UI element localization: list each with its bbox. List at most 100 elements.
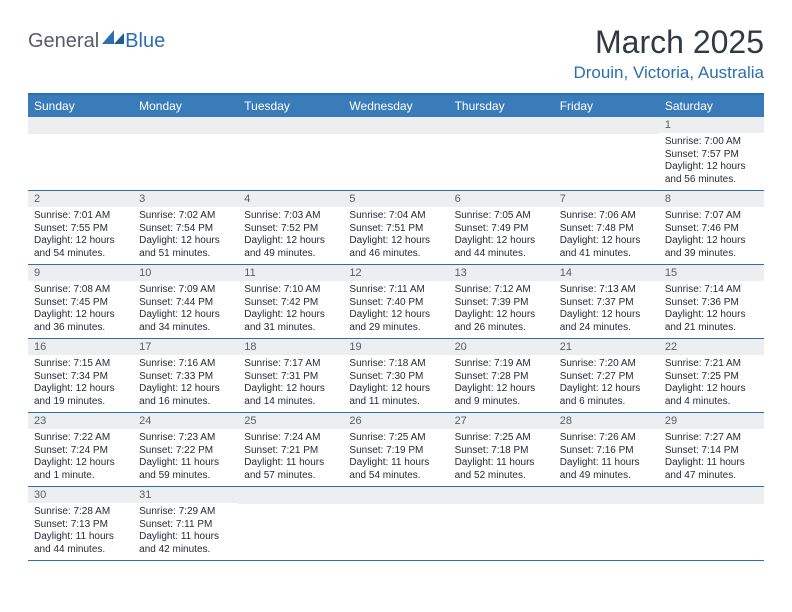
day-number: 18 (238, 339, 343, 355)
day-number: 2 (28, 191, 133, 207)
day-number (238, 117, 343, 134)
day-cell (343, 487, 448, 560)
sunrise-line: Sunrise: 7:14 AM (665, 284, 758, 297)
day-cell: 20Sunrise: 7:19 AMSunset: 7:28 PMDayligh… (449, 339, 554, 412)
day-number: 6 (449, 191, 554, 207)
sunset-line: Sunset: 7:51 PM (349, 223, 442, 236)
sunset-line: Sunset: 7:21 PM (244, 445, 337, 458)
day-number: 21 (554, 339, 659, 355)
week-row: 23Sunrise: 7:22 AMSunset: 7:24 PMDayligh… (28, 413, 764, 487)
day-number: 20 (449, 339, 554, 355)
sunrise-line: Sunrise: 7:15 AM (34, 358, 127, 371)
daylight-line: Daylight: 12 hours and 34 minutes. (139, 309, 232, 334)
day-cell (238, 117, 343, 190)
day-details: Sunrise: 7:04 AMSunset: 7:51 PMDaylight:… (343, 207, 448, 264)
day-details: Sunrise: 7:16 AMSunset: 7:33 PMDaylight:… (133, 355, 238, 412)
sunset-line: Sunset: 7:49 PM (455, 223, 548, 236)
day-details: Sunrise: 7:23 AMSunset: 7:22 PMDaylight:… (133, 429, 238, 486)
sunset-line: Sunset: 7:25 PM (665, 371, 758, 384)
daylight-line: Daylight: 12 hours and 1 minute. (34, 457, 127, 482)
day-number: 13 (449, 265, 554, 281)
day-header-cell: Friday (554, 95, 659, 117)
daylight-line: Daylight: 12 hours and 51 minutes. (139, 235, 232, 260)
daylight-line: Daylight: 12 hours and 24 minutes. (560, 309, 653, 334)
sunset-line: Sunset: 7:28 PM (455, 371, 548, 384)
sunrise-line: Sunrise: 7:03 AM (244, 210, 337, 223)
sunrise-line: Sunrise: 7:19 AM (455, 358, 548, 371)
day-details: Sunrise: 7:08 AMSunset: 7:45 PMDaylight:… (28, 281, 133, 338)
day-details: Sunrise: 7:00 AMSunset: 7:57 PMDaylight:… (659, 133, 764, 190)
daylight-line: Daylight: 11 hours and 42 minutes. (139, 531, 232, 556)
day-header-cell: Saturday (659, 95, 764, 117)
day-number (343, 487, 448, 504)
day-number (659, 487, 764, 504)
day-cell: 12 Sunrise: 7:11 AMSunset: 7:40 PMDayligh… (343, 265, 448, 338)
day-details: Sunrise: 7:10 AMSunset: 7:42 PMDaylight:… (238, 281, 343, 338)
sunrise-line: Sunrise: 7:20 AM (560, 358, 653, 371)
day-number: 22 (659, 339, 764, 355)
day-number (554, 117, 659, 134)
day-number: 28 (554, 413, 659, 429)
day-cell: 30Sunrise: 7:28 AMSunset: 7:13 PMDayligh… (28, 487, 133, 560)
daylight-line: Daylight: 12 hours and 49 minutes. (244, 235, 337, 260)
sunset-line: Sunset: 7:34 PM (34, 371, 127, 384)
day-cell: 17Sunrise: 7:16 AMSunset: 7:33 PMDayligh… (133, 339, 238, 412)
day-cell: 6Sunrise: 7:05 AMSunset: 7:49 PMDaylight… (449, 191, 554, 264)
day-cell: 9Sunrise: 7:08 AMSunset: 7:45 PMDaylight… (28, 265, 133, 338)
sunset-line: Sunset: 7:40 PM (349, 297, 442, 310)
day-cell: 11Sunrise: 7:10 AMSunset: 7:42 PMDayligh… (238, 265, 343, 338)
daylight-line: Daylight: 11 hours and 59 minutes. (139, 457, 232, 482)
day-details: Sunrise: 7:06 AMSunset: 7:48 PMDaylight:… (554, 207, 659, 264)
day-number: 8 (659, 191, 764, 207)
sunset-line: Sunset: 7:44 PM (139, 297, 232, 310)
week-row: 16Sunrise: 7:15 AMSunset: 7:34 PMDayligh… (28, 339, 764, 413)
sunrise-line: Sunrise: 7:24 AM (244, 432, 337, 445)
day-cell: 10Sunrise: 7:09 AMSunset: 7:44 PMDayligh… (133, 265, 238, 338)
day-cell: 8Sunrise: 7:07 AMSunset: 7:46 PMDaylight… (659, 191, 764, 264)
daylight-line: Daylight: 12 hours and 36 minutes. (34, 309, 127, 334)
day-cell: 27Sunrise: 7:25 AMSunset: 7:18 PMDayligh… (449, 413, 554, 486)
day-number: 12 (343, 265, 448, 281)
day-number: 14 (554, 265, 659, 281)
day-details: Sunrise: 7:02 AMSunset: 7:54 PMDaylight:… (133, 207, 238, 264)
sunset-line: Sunset: 7:14 PM (665, 445, 758, 458)
day-cell: 3Sunrise: 7:02 AMSunset: 7:54 PMDaylight… (133, 191, 238, 264)
day-cell: 25Sunrise: 7:24 AMSunset: 7:21 PMDayligh… (238, 413, 343, 486)
day-number: 17 (133, 339, 238, 355)
daylight-line: Daylight: 12 hours and 21 minutes. (665, 309, 758, 334)
day-number: 29 (659, 413, 764, 429)
day-details: Sunrise: 7:18 AMSunset: 7:30 PMDaylight:… (343, 355, 448, 412)
sunset-line: Sunset: 7:16 PM (560, 445, 653, 458)
flag-icon (102, 30, 124, 48)
day-details: Sunrise: 7:15 AMSunset: 7:34 PMDaylight:… (28, 355, 133, 412)
sunset-line: Sunset: 7:52 PM (244, 223, 337, 236)
daylight-line: Daylight: 12 hours and 29 minutes. (349, 309, 442, 334)
sunset-line: Sunset: 7:22 PM (139, 445, 232, 458)
sunrise-line: Sunrise: 7:05 AM (455, 210, 548, 223)
sunset-line: Sunset: 7:30 PM (349, 371, 442, 384)
day-number: 27 (449, 413, 554, 429)
title-block: March 2025 Drouin, Victoria, Australia (573, 24, 764, 83)
day-cell (238, 487, 343, 560)
sunrise-line: Sunrise: 7:02 AM (139, 210, 232, 223)
daylight-line: Daylight: 12 hours and 56 minutes. (665, 161, 758, 186)
day-number: 31 (133, 487, 238, 503)
day-cell (449, 117, 554, 190)
sunrise-line: Sunrise: 7:29 AM (139, 506, 232, 519)
day-cell: 29Sunrise: 7:27 AMSunset: 7:14 PMDayligh… (659, 413, 764, 486)
day-details: Sunrise: 7:28 AMSunset: 7:13 PMDaylight:… (28, 503, 133, 560)
day-cell: 14Sunrise: 7:13 AMSunset: 7:37 PMDayligh… (554, 265, 659, 338)
day-cell: 15Sunrise: 7:14 AMSunset: 7:36 PMDayligh… (659, 265, 764, 338)
daylight-line: Daylight: 12 hours and 16 minutes. (139, 383, 232, 408)
day-number: 1 (659, 117, 764, 133)
day-details: Sunrise: 7:26 AMSunset: 7:16 PMDaylight:… (554, 429, 659, 486)
daylight-line: Daylight: 12 hours and 46 minutes. (349, 235, 442, 260)
daylight-line: Daylight: 11 hours and 47 minutes. (665, 457, 758, 482)
day-cell: 31Sunrise: 7:29 AMSunset: 7:11 PMDayligh… (133, 487, 238, 560)
day-number: 25 (238, 413, 343, 429)
sunrise-line: Sunrise: 7:16 AM (139, 358, 232, 371)
day-details: Sunrise: 7:25 AMSunset: 7:19 PMDaylight:… (343, 429, 448, 486)
day-number: 30 (28, 487, 133, 503)
day-details: Sunrise: 7:21 AMSunset: 7:25 PMDaylight:… (659, 355, 764, 412)
sunrise-line: Sunrise: 7:11 AM (349, 284, 442, 297)
